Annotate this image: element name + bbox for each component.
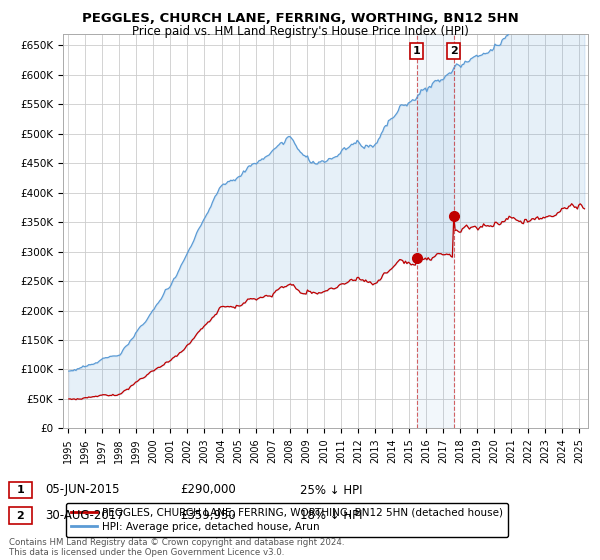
Text: 05-JUN-2015: 05-JUN-2015: [45, 483, 119, 497]
Text: Contains HM Land Registry data © Crown copyright and database right 2024.
This d: Contains HM Land Registry data © Crown c…: [9, 538, 344, 557]
Text: 25% ↓ HPI: 25% ↓ HPI: [300, 483, 362, 497]
Text: £290,000: £290,000: [180, 483, 236, 497]
Text: 18% ↓ HPI: 18% ↓ HPI: [300, 509, 362, 522]
Text: £359,950: £359,950: [180, 509, 236, 522]
Text: 1: 1: [17, 485, 24, 495]
Text: 2: 2: [17, 511, 24, 521]
Text: 1: 1: [413, 46, 421, 56]
Text: PEGGLES, CHURCH LANE, FERRING, WORTHING, BN12 5HN: PEGGLES, CHURCH LANE, FERRING, WORTHING,…: [82, 12, 518, 25]
Text: 30-AUG-2017: 30-AUG-2017: [45, 509, 124, 522]
Legend: PEGGLES, CHURCH LANE, FERRING, WORTHING, BN12 5HN (detached house), HPI: Average: PEGGLES, CHURCH LANE, FERRING, WORTHING,…: [65, 503, 508, 537]
Text: Price paid vs. HM Land Registry's House Price Index (HPI): Price paid vs. HM Land Registry's House …: [131, 25, 469, 38]
Bar: [417, 34, 454, 428]
Text: 2: 2: [450, 46, 458, 56]
